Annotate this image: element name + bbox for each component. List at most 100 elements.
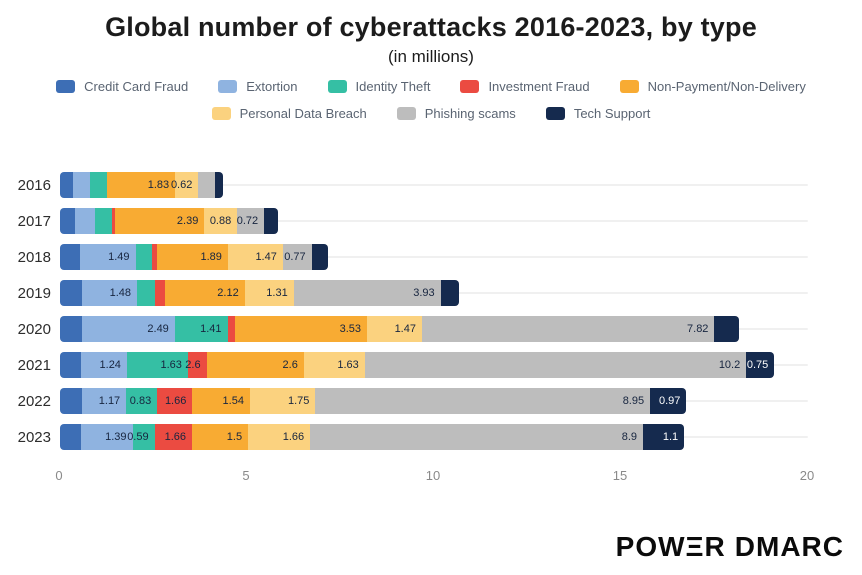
bar-segment (73, 172, 90, 198)
bar-segment: 0.83 (126, 388, 158, 414)
legend-swatch-icon (211, 107, 231, 120)
legend-swatch-icon (619, 80, 639, 93)
y-axis-label: 2017 (17, 212, 51, 230)
bar-segment (264, 208, 278, 234)
data-label: 0.59 (127, 431, 149, 443)
data-label: 1.66 (164, 395, 187, 407)
bar-segment (60, 424, 81, 450)
bar-segment (135, 244, 153, 270)
bar-row-2020: 2020 2.49 1.41 3.53 1.47 7.82 (0, 316, 862, 342)
data-label: 1.39 (105, 431, 127, 443)
bar-segment: 1.63 (303, 352, 365, 378)
logo-word-dmarc: DMARC (734, 531, 844, 562)
bar-segment: 2.6 (206, 352, 304, 378)
data-label: 1.47 (394, 323, 416, 335)
x-axis-tick-label: 20 (799, 468, 815, 483)
bar-segment (440, 280, 460, 306)
legend-item: Extortion (218, 79, 298, 94)
bar-segment: 0.59 (127, 424, 155, 450)
bar-segment: 1.41 (174, 316, 228, 342)
row-gridline (60, 256, 808, 258)
bar-segment (60, 316, 82, 342)
bar-segment (111, 208, 115, 234)
bar-segment: 2.12 (165, 280, 245, 306)
legend-swatch-icon (545, 107, 565, 120)
bar-segment: 10.2 (364, 352, 747, 378)
data-label: 0.62 (170, 179, 193, 191)
bar-segment: 1.63 (126, 352, 188, 378)
bar-segment: 1.1 (643, 424, 685, 450)
data-label: 3.93 (413, 287, 435, 299)
bar-segment: 1.48 (81, 280, 138, 306)
row-gridline (60, 220, 808, 222)
bar-segment (60, 352, 81, 378)
data-label: 7.82 (687, 323, 709, 335)
legend-label: Phishing scams (424, 106, 516, 121)
bar-track: 1.39 0.59 1.66 1.5 1.66 8.9 1.1 (60, 424, 808, 450)
bar-segment (311, 244, 329, 270)
x-axis: 0 5 10 15 20 (55, 468, 814, 488)
legend-item: Credit Card Fraud (56, 79, 188, 94)
bar-segment (60, 244, 80, 270)
data-label: 1.66 (282, 431, 305, 443)
y-axis-label: 2023 (17, 428, 51, 446)
data-label: 8.9 (621, 431, 638, 443)
data-label: 1.75 (287, 395, 310, 407)
data-label: 1.89 (200, 251, 222, 263)
bar-segment (60, 172, 74, 198)
x-axis-tick-label: 5 (242, 468, 250, 483)
legend-row-2: Personal Data Breach Phishing scams Tech S… (0, 106, 862, 121)
bar-track: 1.17 0.83 1.66 1.54 1.75 8.95 0.97 (60, 388, 808, 414)
data-label: 2.49 (147, 323, 169, 335)
legend-swatch-icon (218, 80, 238, 93)
data-label: 2.6 (282, 359, 298, 371)
data-label: 0.88 (209, 215, 232, 227)
bar-segment: 1.49 (79, 244, 136, 270)
legend-item: Tech Support (545, 106, 651, 121)
data-label: 3.53 (339, 323, 362, 335)
x-axis-tick-label: 0 (55, 468, 63, 483)
legend-swatch-icon (56, 80, 76, 93)
bar-segment: 1.54 (192, 388, 250, 414)
data-label: 0.75 (746, 359, 769, 371)
legend-item: Phishing scams (396, 106, 516, 121)
stacked-bar: 1.83 0.62 (60, 172, 224, 198)
bar-segment: 1.66 (248, 424, 311, 450)
legend-label: Personal Data Breach (239, 106, 367, 121)
data-label: 2.12 (217, 287, 239, 299)
row-gridline (60, 184, 808, 186)
bar-row-2017: 2017 2.39 0.88 0.72 (0, 208, 862, 234)
bar-segment (155, 280, 166, 306)
data-label: 0.83 (129, 395, 152, 407)
chart-subtitle: (in millions) (388, 47, 474, 66)
bar-segment (215, 172, 224, 198)
legend-label: Tech Support (573, 106, 651, 121)
x-axis-tick-label: 10 (425, 468, 441, 483)
data-label: 1.63 (337, 359, 359, 371)
data-label: 1.1 (662, 431, 679, 443)
data-label: 1.48 (109, 287, 132, 299)
bar-segment: 2.49 (81, 316, 175, 342)
bar-segment (74, 208, 95, 234)
legend-label: Identity Theft (355, 79, 431, 94)
legend-row-1: Credit Card Fraud Extortion Identity Theft… (0, 79, 862, 94)
data-label: 0.77 (284, 251, 306, 263)
logo-word-power: POWΞR (615, 531, 726, 562)
bar-segment: 1.24 (80, 352, 127, 378)
bar-segment: 0.75 (746, 352, 775, 378)
legend-label: Credit Card Fraud (84, 79, 189, 94)
bar-segment (89, 172, 107, 198)
data-label: 1.83 (147, 179, 170, 191)
data-label: 1.17 (98, 395, 121, 407)
stacked-bar: 1.24 1.63 2.6 2.6 1.63 10.2 0.75 (60, 352, 775, 378)
bar-segment: 1.66 (157, 388, 193, 414)
legend: Credit Card Fraud Extortion Identity Theft… (0, 79, 862, 121)
bar-segment: 1.17 (82, 388, 127, 414)
y-axis-label: 2018 (17, 248, 51, 266)
legend-label: Extortion (246, 79, 298, 94)
stacked-bar: 1.39 0.59 1.66 1.5 1.66 8.9 1.1 (60, 424, 685, 450)
bar-segment: 8.9 (310, 424, 644, 450)
bar-segment (152, 244, 158, 270)
bar-row-2021: 2021 1.24 1.63 2.6 2.6 1.63 10.2 0.75 (0, 352, 862, 378)
